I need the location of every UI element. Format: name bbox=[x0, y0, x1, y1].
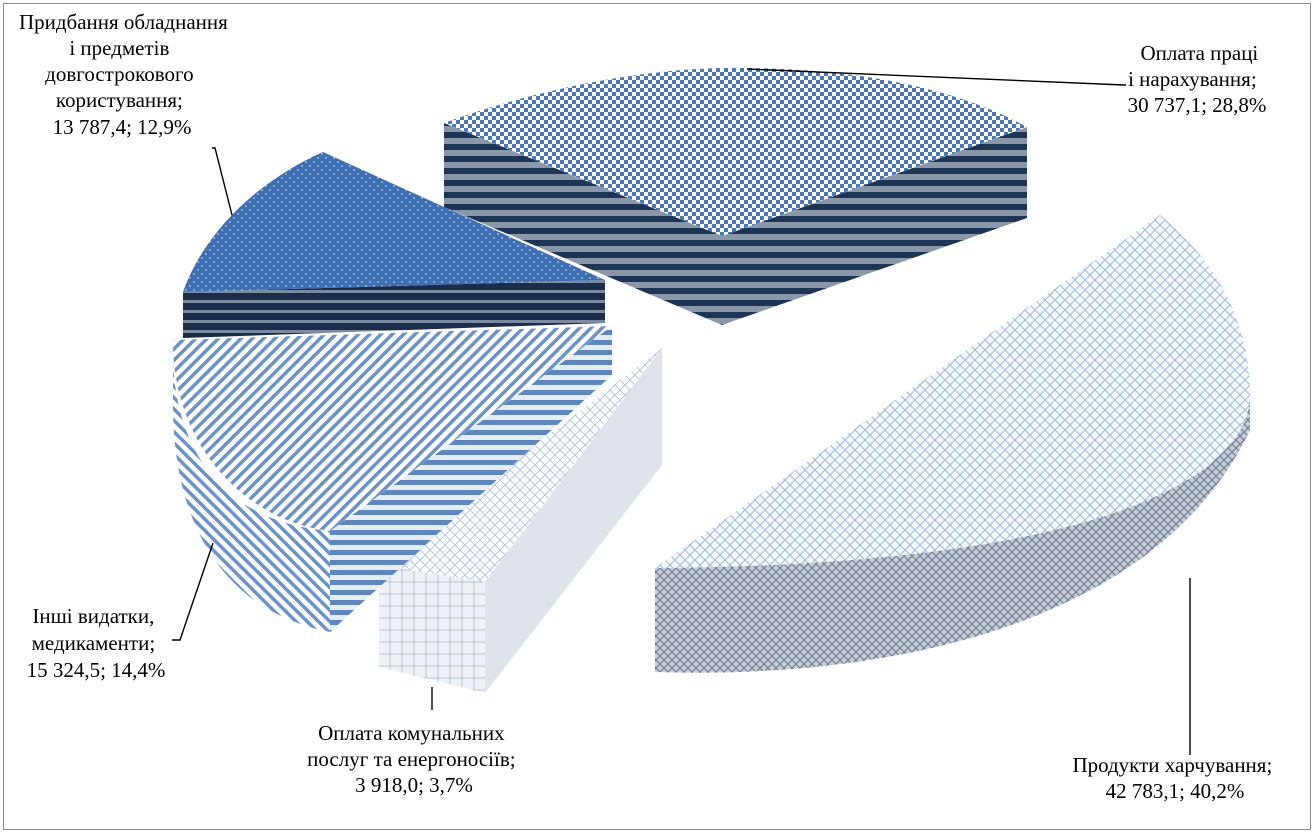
slice-other bbox=[172, 326, 612, 632]
data-labels: Оплата праці і нарахування; 30 737,1; 28… bbox=[19, 10, 1277, 803]
slice-utilities bbox=[379, 348, 662, 693]
slice-other-side-right bbox=[330, 326, 612, 632]
slice-utilities-side-front bbox=[379, 565, 485, 693]
slice-utilities-side-right bbox=[485, 348, 662, 693]
label-utilities: Оплата комунальних послуг та енергоносії… bbox=[307, 721, 521, 797]
slice-food-top bbox=[655, 215, 1250, 568]
label-food: Продукти харчування; 42 783,1; 40,2% bbox=[1072, 753, 1277, 803]
leader-lines bbox=[172, 68, 1191, 755]
leader-equipment bbox=[212, 147, 233, 216]
leader-other bbox=[172, 542, 214, 641]
label-equipment: Придбання обладнання і предметів довгост… bbox=[19, 10, 233, 139]
slice-labor-side-right bbox=[722, 127, 1027, 325]
slice-labor bbox=[444, 67, 1027, 325]
slice-other-top bbox=[172, 326, 612, 531]
slice-food-side-curve bbox=[655, 395, 1250, 673]
label-other: Інші видатки, медикаменти; 15 324,5; 14,… bbox=[27, 604, 166, 682]
slice-labor-top bbox=[444, 67, 1027, 236]
slice-utilities-top bbox=[379, 348, 662, 582]
slice-equipment bbox=[183, 152, 605, 338]
slice-other-side-curve bbox=[172, 340, 330, 632]
leader-labor bbox=[746, 68, 1126, 86]
slice-equipment-top bbox=[183, 152, 605, 292]
label-labor: Оплата праці і нарахування; 30 737,1; 28… bbox=[1128, 41, 1267, 117]
slice-labor-side-left bbox=[444, 123, 722, 325]
slice-equipment-side bbox=[183, 280, 605, 338]
slice-food bbox=[655, 215, 1250, 673]
